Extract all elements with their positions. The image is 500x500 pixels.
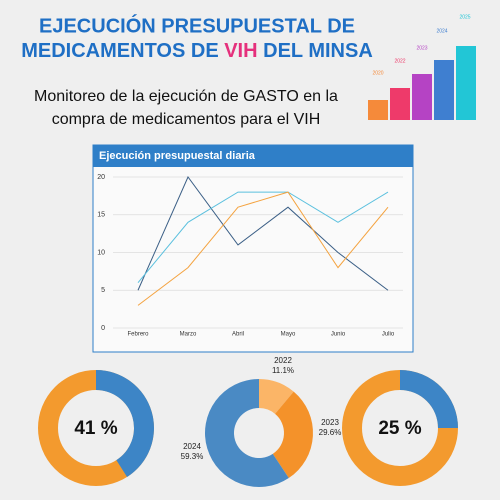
title: EJECUCIÓN PRESUPUESTAL DE <box>39 13 355 37</box>
chart-title: Ejecución presupuestal diaria <box>99 150 256 162</box>
deco-year: 2024 <box>436 28 447 34</box>
pie-category: 2023 <box>321 418 339 427</box>
y-tick-label: 15 <box>97 212 105 219</box>
deco-bar <box>390 88 410 120</box>
y-tick-label: 0 <box>101 325 105 332</box>
donut-segment <box>96 370 154 477</box>
chart-frame <box>92 144 414 353</box>
x-tick-label: Febrero <box>127 332 149 338</box>
pie-segment <box>205 379 289 487</box>
deco-year: 2025 <box>459 14 470 20</box>
y-tick-label: 5 <box>101 287 105 294</box>
series-line <box>137 176 389 291</box>
deco-bar <box>368 100 388 120</box>
x-tick-label: Abril <box>232 332 244 338</box>
x-tick-label: Julio <box>382 332 395 338</box>
x-tick-label: Marzo <box>180 332 197 338</box>
series-line <box>137 191 389 306</box>
pie-segment <box>259 379 294 414</box>
title: MEDICAMENTOS DE VIH DEL MINSA <box>21 40 373 62</box>
title-highlight: VIH <box>224 40 257 62</box>
deco-year: 2020 <box>372 70 383 76</box>
deco-bar <box>412 74 432 120</box>
series-line <box>137 191 389 284</box>
deco-bar <box>456 46 476 120</box>
deco-year: 2022 <box>394 58 405 64</box>
y-tick-label: 20 <box>97 174 105 181</box>
deco-bar <box>434 60 454 120</box>
pie-segment <box>272 391 313 479</box>
chart-header <box>93 145 413 167</box>
x-tick-label: Mayo <box>281 332 296 338</box>
pie-value-label: 59.3% <box>181 452 204 461</box>
x-tick-label: Junio <box>331 332 346 338</box>
y-tick-label: 10 <box>97 249 105 256</box>
pie-value-label: 11.1% <box>272 366 294 375</box>
deco-year: 2023 <box>416 45 427 51</box>
pie-value-label: 29.6% <box>319 428 342 437</box>
decorative-bars: 2020 2022 2023 2024 2025 <box>368 14 476 120</box>
subtitle: compra de medicamentos para el VIH <box>52 111 321 128</box>
subtitle: Monitoreo de la ejecución de GASTO en la <box>34 88 338 105</box>
donut-segment <box>400 370 458 428</box>
title-part: DEL MINSA <box>258 40 373 62</box>
donut-label: 25 % <box>378 418 421 439</box>
donut-label: 41 % <box>74 418 117 439</box>
pie-category: 2024 <box>183 442 201 451</box>
pie-category: 2022 <box>274 356 292 365</box>
title-part: MEDICAMENTOS DE <box>21 40 224 62</box>
